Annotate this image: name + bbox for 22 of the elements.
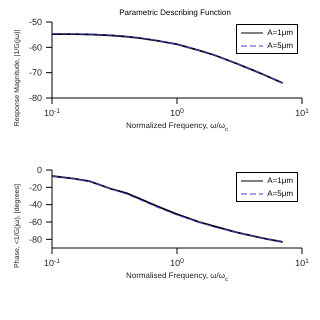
x-axis-title: Normalized Frequency, ω/ω$_{c}$ <box>126 121 228 133</box>
x-tick-label: 10$^{-1}$ <box>44 258 60 268</box>
y-tick-label: 0 <box>36 165 42 175</box>
y-tick-label: -60 <box>28 42 42 52</box>
legend-label: A=1μm <box>267 175 293 187</box>
x-tick-label: 10$^{-1}$ <box>44 108 60 118</box>
x-tick-label: 10$^{1}$ <box>295 108 310 118</box>
legend-label: A=1μm <box>267 27 293 39</box>
legend-label: A=5μm <box>267 188 293 200</box>
x-tick-label: 10$^{0}$ <box>170 108 184 118</box>
x-tick-label: 10$^{0}$ <box>170 258 184 268</box>
y-tick-label: -60 <box>28 217 42 227</box>
y-tick-label: -80 <box>28 93 42 103</box>
chart-title: Parametric Describing Function <box>118 8 232 18</box>
y-tick-label: -40 <box>28 200 42 210</box>
x-axis-title: Normalised Frequency, ω/ω$_{c}$ <box>126 271 228 283</box>
y-tick-label: -70 <box>28 68 42 78</box>
y-tick-label: -20 <box>28 182 42 192</box>
x-tick-label: 10$^{1}$ <box>295 258 310 268</box>
y-tick-label: -50 <box>28 17 42 27</box>
legend-label: A=5μm <box>267 40 293 52</box>
y-tick-label: -80 <box>28 234 42 244</box>
